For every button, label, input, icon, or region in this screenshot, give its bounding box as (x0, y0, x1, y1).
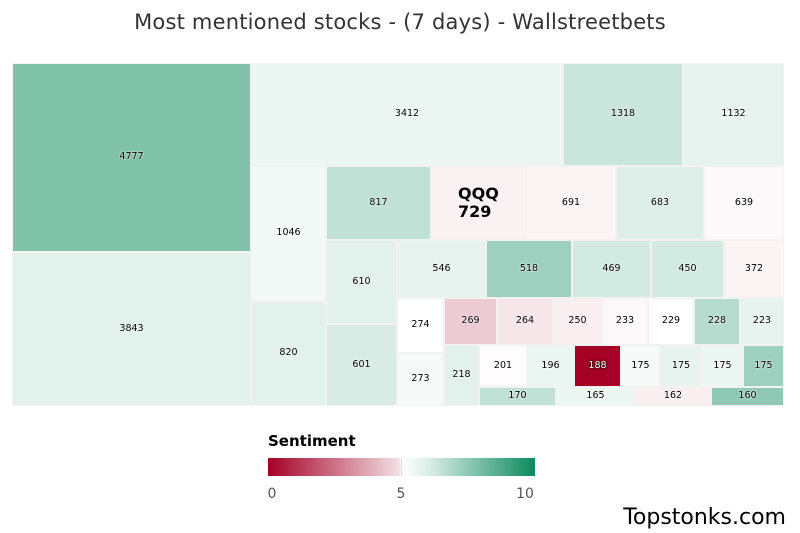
treemap-cell: 250 (553, 298, 602, 345)
treemap-cell: 196 (527, 345, 574, 387)
treemap-cell: 450 (651, 240, 724, 298)
treemap-cell-label: 601 (352, 358, 371, 370)
treemap-cell-label: 3843 (119, 322, 144, 334)
treemap-cell: 3412 (251, 63, 563, 166)
treemap-cell: 160 (711, 387, 784, 406)
treemap-cell-label: 274 (411, 319, 430, 331)
treemap-cell-label: 175 (754, 359, 773, 371)
treemap-cell: 469 (572, 240, 651, 298)
treemap-cell-label: 228 (707, 315, 727, 327)
treemap-cell-label: 518 (519, 262, 539, 274)
treemap-cell: 233 (602, 298, 648, 345)
treemap-cell-label: 175 (671, 359, 691, 371)
treemap-cell: 165 (556, 387, 635, 406)
treemap-cell-label: 229 (661, 315, 681, 327)
treemap-cell: 610 (326, 240, 397, 324)
treemap-cell: 269 (444, 298, 497, 345)
treemap-cell-label: 175 (631, 359, 650, 371)
treemap-cell: 3843 (12, 252, 251, 406)
treemap-cell: 691 (526, 166, 616, 240)
legend-mid-label: 5 (396, 486, 406, 502)
treemap-cell: 372 (724, 240, 784, 298)
treemap-cell: 175 (702, 345, 743, 387)
treemap-cell: 188 (574, 345, 621, 387)
treemap-cell: 218 (444, 345, 479, 406)
brand-watermark: Topstonks.com (623, 505, 786, 530)
treemap-cell: 175 (743, 345, 784, 387)
treemap-cell-label: 4777 (119, 151, 144, 163)
treemap-cell: 175 (660, 345, 702, 387)
treemap-cell-label: 188 (588, 359, 607, 371)
treemap-cell-label: 546 (432, 262, 451, 274)
treemap-cell: 264 (497, 298, 553, 345)
treemap-cell: 228 (694, 298, 740, 345)
legend-mid-tick (401, 458, 402, 476)
treemap-cell-label: 170 (508, 390, 527, 402)
chart-title: Most mentioned stocks - (7 days) - Walls… (134, 10, 666, 34)
treemap: 4777 3843 3412 1318 1132 1046 820 817 QQQ 729 691 6… (12, 63, 784, 406)
treemap-cell: 162 (635, 387, 711, 406)
treemap-cell-label: 264 (515, 315, 535, 327)
treemap-cell-label: QQQ 729 (432, 167, 525, 239)
treemap-cell: 1132 (683, 63, 784, 166)
treemap-cell: 274 (397, 298, 444, 353)
treemap-cell-label: 610 (352, 275, 371, 287)
treemap-cell-label: 820 (279, 347, 298, 359)
treemap-cell-label: 1318 (610, 108, 636, 120)
treemap-cell: 229 (648, 298, 694, 345)
treemap-cell: 601 (326, 324, 397, 406)
treemap-cell-label: 683 (650, 196, 670, 208)
treemap-cell: 1046 (251, 166, 326, 301)
treemap-cell-label: 469 (602, 262, 621, 274)
legend-min-label: 0 (267, 486, 277, 502)
treemap-cell-label: 691 (561, 196, 581, 208)
treemap-cell-label: 218 (452, 369, 471, 381)
treemap-cell: 170 (479, 387, 556, 406)
treemap-cell-label: 639 (734, 196, 754, 208)
treemap-cell-label: 3412 (394, 108, 420, 120)
treemap-cell: 518 (486, 240, 572, 298)
legend-title: Sentiment (268, 432, 356, 450)
treemap-cell: 820 (251, 301, 326, 406)
treemap-cell-label: 1046 (276, 227, 301, 239)
treemap-cell-label: 273 (411, 373, 430, 385)
treemap-cell-label: 175 (713, 359, 732, 371)
treemap-cell-label: 372 (744, 262, 764, 274)
treemap-cell-label: 201 (493, 359, 513, 371)
treemap-cell-label: 250 (568, 315, 587, 327)
treemap-cell-label: 269 (461, 315, 480, 327)
treemap-cell: QQQ 729 (431, 166, 526, 240)
legend-max-label: 10 (516, 486, 534, 502)
treemap-cell-label: 160 (738, 390, 757, 402)
treemap-cell-label: 1132 (721, 108, 746, 120)
treemap-cell: 639 (704, 166, 784, 240)
treemap-cell: 201 (479, 345, 527, 387)
treemap-cell: 175 (621, 345, 660, 387)
treemap-cell: 273 (397, 353, 444, 406)
treemap-cell: 817 (326, 166, 431, 240)
treemap-cell: 4777 (12, 63, 251, 252)
treemap-cell: 223 (740, 298, 784, 345)
treemap-cell-label: 165 (586, 390, 605, 402)
treemap-cell-label: 223 (752, 315, 772, 327)
treemap-cell-label: 233 (615, 315, 635, 327)
treemap-cell-value: 729 (458, 202, 492, 221)
treemap-cell-label: 450 (678, 262, 697, 274)
treemap-cell: 546 (397, 240, 486, 298)
treemap-cell: 1318 (563, 63, 683, 166)
treemap-cell-label: 162 (663, 390, 683, 402)
treemap-cell-label: 196 (541, 359, 560, 371)
treemap-cell-ticker: QQQ (458, 183, 499, 203)
treemap-cell-label: 817 (369, 196, 388, 208)
treemap-cell: 683 (616, 166, 704, 240)
